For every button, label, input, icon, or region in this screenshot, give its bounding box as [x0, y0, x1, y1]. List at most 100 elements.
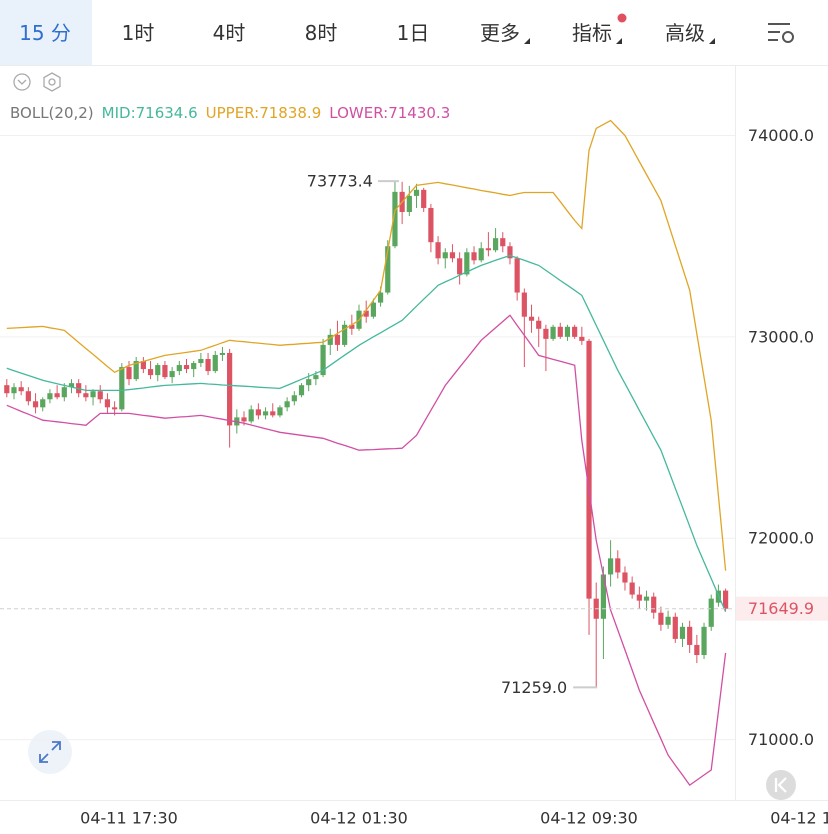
- last-price-label: 71649.9: [748, 599, 814, 618]
- candle-body: [658, 612, 664, 625]
- candle-body: [521, 292, 527, 317]
- candle-body: [119, 367, 125, 410]
- candle-body: [392, 191, 398, 247]
- candle-body: [47, 393, 53, 400]
- candle-body: [622, 572, 628, 583]
- candle-body: [191, 363, 197, 370]
- candle-body: [61, 387, 67, 398]
- candle-body: [255, 409, 261, 416]
- candle-body: [104, 399, 111, 408]
- x-tick-label: 04-11 17:30: [80, 809, 178, 828]
- y-tick-label: 72000.0: [748, 529, 814, 548]
- candle-body: [40, 399, 46, 408]
- boll-line: [6, 314, 727, 787]
- x-tick-label: 04-12 17:30: [770, 809, 828, 828]
- x-tick-label: 04-12 09:30: [540, 809, 638, 828]
- candle-body: [162, 365, 168, 378]
- tab[interactable]: 高级: [665, 21, 705, 45]
- candle-body: [701, 626, 707, 656]
- candle-body: [54, 393, 60, 398]
- candle-body: [492, 238, 499, 251]
- candle-body: [291, 395, 297, 402]
- candle-body: [579, 336, 585, 341]
- last-price-box: [736, 596, 828, 621]
- candle-body: [543, 328, 549, 339]
- candle-body: [607, 558, 614, 575]
- candle-body: [169, 371, 175, 378]
- candle-body: [306, 379, 312, 386]
- indicator-settings-icon[interactable]: [43, 72, 61, 92]
- scroll-latest-button[interactable]: [766, 770, 796, 800]
- tab[interactable]: 指标: [572, 21, 612, 45]
- candle-body: [183, 365, 190, 370]
- indicator-name: BOLL(20,2): [10, 104, 94, 122]
- tab[interactable]: 15 分: [19, 21, 71, 45]
- candle-body: [636, 594, 642, 601]
- candle-body: [342, 324, 348, 345]
- y-tick-label: 71000.0: [748, 730, 814, 749]
- candle-body: [442, 252, 448, 259]
- candle-body: [140, 361, 146, 370]
- candle-body: [147, 369, 154, 376]
- tab[interactable]: 更多: [480, 21, 520, 45]
- y-tick-label: 73000.0: [748, 327, 814, 346]
- candle-body: [723, 590, 729, 609]
- candle-body: [334, 334, 341, 345]
- candle-body: [176, 365, 182, 372]
- boll-line: [6, 119, 727, 571]
- collapse-icon[interactable]: [13, 73, 31, 91]
- active-tab-bg: [0, 0, 92, 65]
- candle-body: [428, 207, 434, 243]
- candle-body: [262, 411, 269, 416]
- tab[interactable]: 1日: [397, 21, 430, 45]
- tab[interactable]: 4时: [213, 21, 246, 45]
- legend-entry: LOWER:71430.3: [329, 104, 450, 122]
- candle-body: [629, 582, 635, 595]
- candle-body: [212, 354, 218, 372]
- candle-body: [679, 626, 686, 639]
- low-label: 71259.0: [501, 678, 567, 697]
- candle-body: [406, 195, 412, 212]
- candle-body: [133, 361, 139, 380]
- candle-body: [327, 334, 333, 345]
- candle-body: [83, 393, 89, 398]
- candle-body: [536, 320, 542, 329]
- candle-body: [564, 326, 571, 337]
- candle-body: [464, 252, 470, 275]
- candle-body: [377, 292, 384, 303]
- candle-body: [320, 344, 326, 376]
- candle-body: [198, 359, 204, 364]
- candle-body: [651, 596, 657, 613]
- candle-body: [284, 401, 290, 408]
- candle-body: [421, 189, 427, 208]
- dropdown-caret: [524, 38, 530, 44]
- candle-body: [471, 252, 477, 261]
- plot-area: [0, 119, 735, 787]
- candle-body: [514, 258, 520, 293]
- settings-icon[interactable]: [768, 23, 794, 43]
- candle-body: [500, 238, 506, 247]
- candle-body: [449, 252, 456, 259]
- candle-body: [248, 409, 254, 422]
- x-tick-label: 04-12 01:30: [310, 809, 408, 828]
- candle-body: [478, 248, 484, 261]
- candle-body: [694, 644, 700, 656]
- candle-body: [205, 359, 211, 372]
- tab[interactable]: 8时: [305, 21, 338, 45]
- candle-body: [385, 246, 391, 293]
- candle-body: [270, 411, 276, 416]
- tab[interactable]: 1时: [122, 21, 155, 45]
- candle-body: [126, 367, 132, 380]
- candle-body: [112, 407, 118, 410]
- candle-body: [485, 248, 491, 251]
- notification-dot: [617, 13, 627, 23]
- candle-body: [507, 246, 513, 259]
- candle-body: [227, 352, 233, 426]
- candle-body: [665, 616, 671, 625]
- candle-body: [277, 407, 283, 416]
- candle-body: [349, 324, 355, 329]
- fullscreen-button[interactable]: [28, 730, 72, 774]
- candle-body: [4, 385, 10, 394]
